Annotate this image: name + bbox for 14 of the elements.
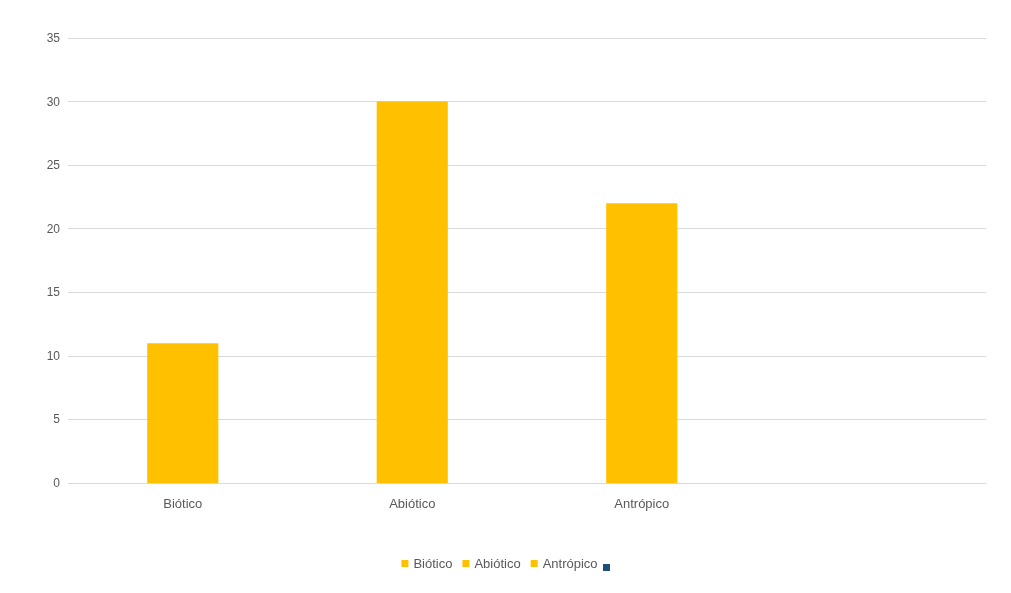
y-tick-label: 20 [46, 221, 61, 236]
y-tick-label: 25 [46, 158, 61, 173]
x-tick-label: Antrópico [614, 496, 670, 511]
x-tick-label: Biótico [163, 496, 203, 511]
legend-label: Antrópico [542, 556, 598, 571]
y-tick-label: 5 [53, 412, 61, 427]
y-tick-label: 30 [46, 94, 61, 109]
x-tick-label: Abiótico [389, 496, 436, 511]
y-tick-label: 10 [46, 348, 61, 363]
y-tick-label: 0 [53, 476, 61, 490]
legend-label: Biótico [413, 556, 453, 571]
y-tick-label: 15 [46, 285, 61, 300]
legend-label: Abiótico [474, 556, 521, 571]
y-tick-label: 35 [46, 31, 61, 45]
